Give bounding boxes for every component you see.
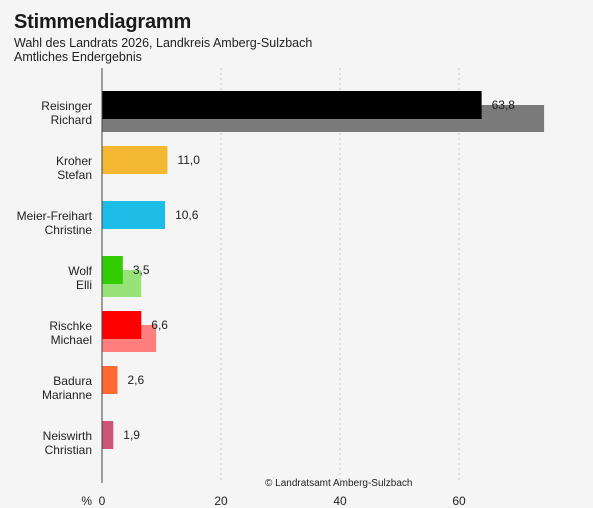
category-label: Badura <box>53 374 92 388</box>
category-label: Christine <box>45 223 93 237</box>
value-label: 11,0 <box>177 153 200 167</box>
category-label: Rischke <box>49 319 92 333</box>
bar <box>102 421 114 449</box>
category-label: Wolf <box>68 264 92 278</box>
category-label: Elli <box>76 278 92 292</box>
x-tick-label: 20 <box>214 494 228 508</box>
chart-title: Stimmendiagramm <box>14 11 192 33</box>
value-label: 2,6 <box>127 373 144 387</box>
chart-subtitle: Wahl des Landrats 2026, Landkreis Amberg… <box>14 36 312 64</box>
value-label: 1,9 <box>123 428 140 442</box>
bar <box>102 256 123 284</box>
source-note: © Landratsamt Amberg-Sulzbach <box>265 478 412 489</box>
bar <box>102 311 142 339</box>
category-label: Meier-Freihart <box>17 209 93 223</box>
category-label: Reisinger <box>41 99 92 113</box>
value-label: 10,6 <box>175 208 199 222</box>
subtitle-line-1: Wahl des Landrats 2026, Landkreis Amberg… <box>14 36 313 50</box>
value-label: 3,5 <box>133 263 150 277</box>
value-label: 6,6 <box>151 318 168 332</box>
category-label: Neiswirth <box>43 429 92 443</box>
x-tick-label: 0 <box>99 494 106 508</box>
x-tick-label: 60 <box>452 494 466 508</box>
category-label: Marianne <box>42 388 92 402</box>
value-label: 63,8 <box>492 98 516 112</box>
x-tick-label: 40 <box>333 494 347 508</box>
bar <box>102 91 482 119</box>
category-label: Richard <box>51 113 92 127</box>
category-label: Stefan <box>57 168 92 182</box>
bar <box>102 201 166 229</box>
bar <box>102 366 118 394</box>
subtitle-line-2: Amtliches Endergebnis <box>14 50 142 64</box>
category-label: Kroher <box>56 154 92 168</box>
category-label: Michael <box>51 333 92 347</box>
x-axis-unit: % <box>81 494 92 508</box>
category-label: Christian <box>45 443 92 457</box>
bar <box>102 146 168 174</box>
